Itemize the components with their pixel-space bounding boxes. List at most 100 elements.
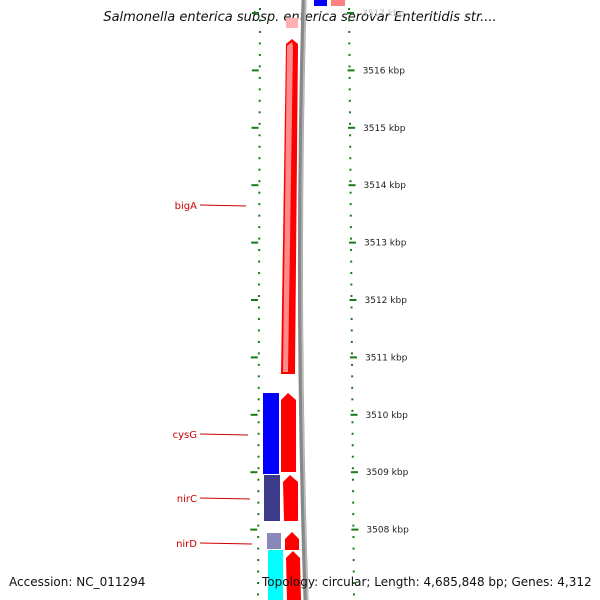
minor-tick-right <box>351 375 354 378</box>
minor-tick-right <box>352 536 355 539</box>
minor-tick-right <box>349 237 352 240</box>
minor-tick-right <box>349 226 352 229</box>
minor-tick-right <box>348 53 351 56</box>
minor-tick-right <box>348 99 351 102</box>
minor-tick-left <box>258 272 261 275</box>
genome-summary: Topology: circular; Length: 4,685,848 bp… <box>262 575 592 589</box>
scale-tick-label: 3514 kbp <box>364 181 407 191</box>
minor-tick-left <box>257 375 260 378</box>
major-tick-right <box>347 12 355 14</box>
major-tick-left <box>251 12 259 14</box>
scale-tick-label: 3516 kbp <box>363 66 406 76</box>
minor-tick-left <box>258 134 261 137</box>
blast-hit-nirD <box>267 533 281 549</box>
major-tick-right <box>349 241 357 244</box>
tick-marks <box>250 8 359 596</box>
major-tick-right <box>350 471 358 474</box>
minor-tick-right <box>348 42 351 45</box>
minor-tick-right <box>351 398 354 401</box>
minor-tick-left <box>257 513 260 516</box>
minor-tick-right <box>349 214 352 217</box>
cds-nirC <box>283 475 298 521</box>
minor-tick-left <box>257 501 260 504</box>
minor-tick-left <box>258 8 261 10</box>
major-tick-right <box>349 299 357 301</box>
minor-tick-right <box>348 65 351 68</box>
minor-tick-right <box>351 432 354 435</box>
feature-pink-small <box>286 18 298 28</box>
minor-tick-right <box>349 157 352 160</box>
minor-tick-left <box>257 317 260 320</box>
minor-tick-left <box>258 88 261 91</box>
minor-tick-left <box>258 214 261 217</box>
minor-tick-right <box>350 317 353 320</box>
top-features <box>286 0 345 28</box>
minor-tick-left <box>257 352 260 355</box>
minor-tick-left <box>258 295 261 297</box>
map-title: Salmonella enterica subsp. enterica sero… <box>103 10 497 25</box>
gene-leader-bigA <box>199 204 247 207</box>
minor-tick-right <box>349 134 352 137</box>
minor-tick-left <box>257 467 260 470</box>
blast-hit-cysG <box>263 393 279 474</box>
minor-tick-right <box>351 421 354 424</box>
major-tick-left <box>250 356 258 359</box>
minor-tick-left <box>257 490 260 493</box>
minor-tick-left <box>258 42 261 45</box>
minor-tick-right <box>350 260 353 263</box>
minor-tick-left <box>258 30 261 33</box>
major-tick-left <box>251 299 258 301</box>
minor-tick-left <box>258 249 261 252</box>
minor-tick-right <box>350 306 353 309</box>
gene-leader-cysG <box>199 433 249 436</box>
cds-features <box>281 39 301 600</box>
minor-tick-right <box>350 249 353 252</box>
blast-hit-nirC <box>264 475 280 521</box>
minor-tick-right <box>350 295 353 297</box>
minor-tick-left <box>257 478 260 481</box>
minor-tick-left <box>257 593 260 596</box>
scale-tick-label: 3512 kbp <box>365 296 408 306</box>
minor-tick-right <box>351 478 354 481</box>
minor-tick-left <box>257 386 260 389</box>
minor-tick-left <box>257 363 260 366</box>
accession-label: Accession: NC_011294 <box>9 575 146 589</box>
major-tick-left <box>250 413 258 416</box>
minor-tick-left <box>257 329 260 332</box>
major-tick-right <box>348 126 356 129</box>
minor-tick-right <box>349 203 352 206</box>
minor-tick-right <box>351 455 354 458</box>
gene-label-nirD: nirD <box>176 539 197 550</box>
major-tick-left <box>250 528 258 531</box>
blast-hit-cyan <box>268 550 283 600</box>
minor-tick-left <box>257 582 260 584</box>
minor-tick-left <box>257 409 260 412</box>
minor-tick-right <box>351 444 354 447</box>
minor-tick-left <box>258 283 261 286</box>
minor-tick-right <box>352 513 355 516</box>
major-tick-right <box>350 413 358 416</box>
gene-leader-nirD <box>199 542 253 545</box>
minor-tick-right <box>352 593 355 596</box>
minor-tick-left <box>257 536 260 539</box>
minor-tick-right <box>350 329 353 332</box>
scale-labels: 3517 kbp 3516 kbp 3515 kbp 3514 kbp 3513 kbp… <box>362 9 409 536</box>
minor-tick-left <box>257 398 260 401</box>
minor-tick-left <box>258 76 261 79</box>
blast-rings <box>263 393 283 600</box>
minor-tick-left <box>257 340 260 343</box>
cds-cysG <box>281 393 296 472</box>
scale-tick-label: 3517 kbp <box>362 9 405 19</box>
minor-tick-right <box>352 490 355 493</box>
minor-tick-left <box>258 111 261 114</box>
cds-bigA-shine <box>283 42 293 372</box>
minor-tick-left <box>258 203 261 206</box>
minor-tick-left <box>258 191 261 194</box>
gene-label-bigA: bigA <box>175 201 197 212</box>
minor-tick-left <box>258 180 261 183</box>
backbone-highlight <box>301 0 309 600</box>
minor-tick-left <box>257 570 260 573</box>
gene-leader-nirC <box>199 497 251 500</box>
minor-tick-right <box>348 111 351 114</box>
